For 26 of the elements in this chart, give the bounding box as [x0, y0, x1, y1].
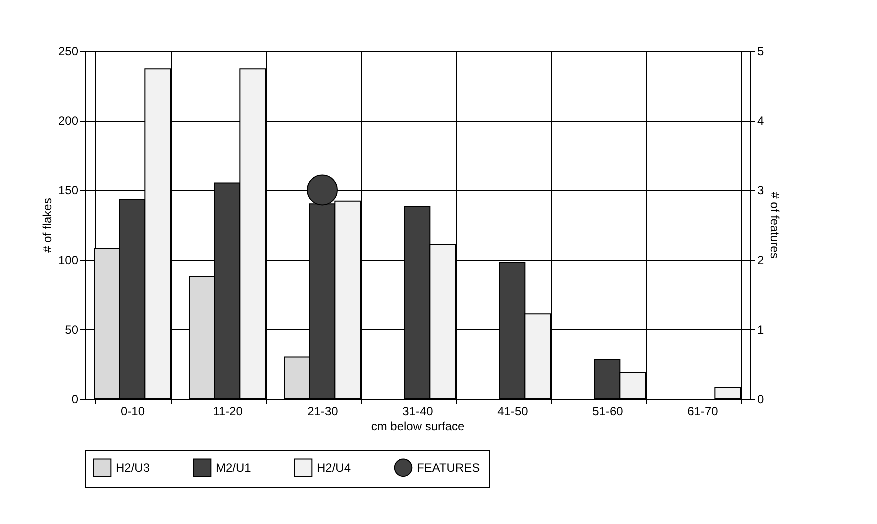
legend-label: H2/U3 [116, 460, 150, 475]
y-axis-title: # of flakes [40, 198, 54, 253]
y2-tick-label: 3 [758, 184, 764, 198]
y2-tick-label: 5 [758, 44, 764, 58]
legend-label: H2/U4 [317, 460, 352, 475]
x-tick-label: 41-50 [498, 404, 529, 418]
legend-label: M2/U1 [216, 460, 252, 475]
y2-tick-label: 1 [758, 322, 764, 337]
y-tick-label: 150 [58, 184, 79, 198]
x-tick-label: 51-60 [592, 404, 624, 418]
y-tick-label: 100 [58, 253, 79, 268]
y2-tick-label: 0 [758, 392, 764, 406]
y2-axis-title: # of features [768, 192, 782, 259]
y-tick-label: 50 [65, 322, 79, 337]
y-tick-label: 250 [58, 44, 79, 58]
x-tick-label: 31-40 [402, 404, 434, 418]
y2-tick-label: 2 [758, 253, 764, 268]
x-axis-title: cm below surface [371, 420, 466, 434]
legend-label: FEATURES [417, 460, 480, 475]
x-tick-label: 61-70 [688, 404, 719, 418]
y-tick-label: 0 [72, 392, 79, 406]
x-tick-label: 0-10 [120, 404, 146, 418]
x-tick-label: 11-20 [213, 404, 244, 418]
y-tick-label: 200 [58, 114, 79, 128]
x-tick-label: 21-30 [308, 404, 339, 418]
y2-tick-label: 4 [758, 114, 764, 128]
